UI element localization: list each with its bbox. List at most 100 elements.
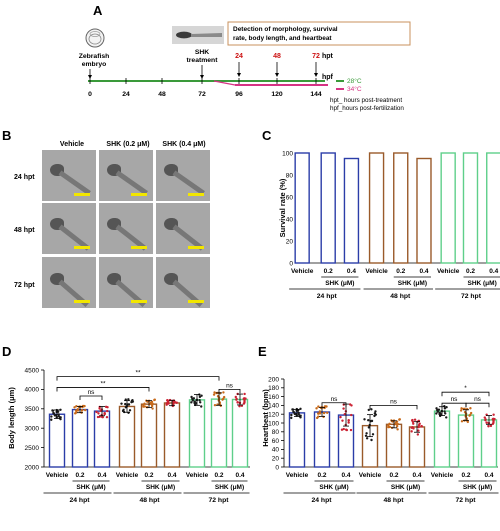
data-point	[167, 400, 170, 403]
data-point	[438, 412, 441, 416]
panel-a: A Zebrafish embryo SHK treatment Detecti…	[79, 3, 411, 112]
data-point	[341, 419, 344, 422]
data-point	[95, 410, 98, 414]
significance-bracket	[218, 389, 241, 394]
data-point	[347, 421, 350, 424]
data-point	[50, 415, 53, 418]
data-point	[365, 432, 368, 435]
significance-label: ns	[474, 396, 482, 403]
data-point	[370, 419, 374, 423]
data-point	[127, 398, 130, 401]
larva-micrograph	[156, 257, 210, 308]
y-tick-label: 4500	[25, 367, 40, 374]
data-point	[193, 401, 196, 404]
panel-b-row-48: 48 hpt	[14, 227, 35, 234]
significance-label: ns	[390, 398, 398, 405]
data-point	[347, 419, 350, 422]
data-point	[395, 425, 399, 428]
data-point	[394, 421, 398, 424]
data-point	[242, 397, 245, 401]
bar	[462, 152, 479, 264]
bar	[320, 152, 336, 264]
significance-label: ns	[451, 396, 459, 403]
scale-bar	[74, 193, 90, 196]
bar	[93, 410, 111, 468]
y-tick-label: 200	[268, 376, 279, 383]
x-tick-label: Vehicle	[365, 268, 388, 275]
x-tick-label: 0.4	[412, 472, 421, 479]
data-point	[435, 407, 438, 410]
data-point	[235, 397, 238, 401]
data-point	[291, 408, 294, 411]
larva-micrograph	[156, 203, 210, 254]
shk-label: SHK (μM)	[391, 484, 420, 491]
data-point	[105, 415, 109, 419]
data-point	[297, 413, 301, 416]
scale-bar	[188, 300, 204, 303]
hpt-unit-label: hpt	[322, 53, 334, 60]
data-point	[370, 408, 373, 411]
data-point	[485, 421, 488, 424]
y-tick-label: 80	[272, 429, 280, 436]
data-point	[173, 400, 176, 403]
hpt-arrowhead	[314, 73, 318, 77]
data-point	[54, 414, 57, 417]
hpt-arrowhead	[237, 73, 241, 77]
data-point	[484, 418, 487, 421]
significance-bracket	[321, 402, 347, 407]
data-point	[151, 403, 154, 406]
hpf-tick-label: 24	[122, 91, 130, 98]
bar	[393, 152, 409, 264]
data-point	[459, 409, 463, 412]
scale-bar	[74, 300, 90, 303]
data-point	[236, 401, 239, 404]
x-tick-label: Vehicle	[291, 268, 314, 275]
embryo-icon	[85, 28, 105, 48]
data-point	[318, 410, 322, 413]
treatment-label-line1: SHK	[195, 49, 209, 56]
data-point	[73, 406, 76, 409]
data-point	[445, 405, 448, 409]
data-point	[51, 409, 54, 412]
detection-box-line2: rate, body length, and heartbeat	[233, 35, 332, 42]
data-point	[200, 394, 203, 397]
group-label: 24 hpt	[311, 497, 332, 504]
data-point	[222, 397, 225, 401]
bar	[433, 410, 451, 468]
data-point	[315, 407, 318, 410]
significance-label: ns	[88, 389, 96, 396]
data-point	[106, 409, 109, 413]
significance-label: **	[100, 380, 106, 387]
data-point	[213, 391, 216, 394]
x-tick-label: 0.4	[419, 268, 428, 275]
data-point	[492, 421, 495, 425]
embryo-label-line1: Zebrafish	[79, 53, 110, 60]
y-tick-label: 160	[268, 394, 279, 401]
x-tick-label: 0.4	[167, 472, 176, 479]
data-point	[387, 425, 390, 429]
data-point	[122, 408, 125, 412]
x-tick-label: 0.2	[461, 472, 470, 479]
hpt-tick-label: 48	[273, 53, 281, 60]
hpt-tick-label: 24	[235, 53, 243, 60]
panel-c-ylabel: Survival rate (%)	[278, 178, 287, 237]
bar	[48, 413, 66, 468]
larva-image	[172, 26, 224, 44]
hpf-tick-label: 96	[235, 91, 243, 98]
data-point	[127, 403, 131, 406]
data-point	[212, 393, 216, 396]
x-tick-label: 0.4	[341, 472, 350, 479]
bar	[210, 398, 228, 468]
data-point	[317, 412, 320, 415]
bar	[231, 398, 249, 468]
data-point	[99, 409, 102, 412]
detection-box-line1: Detection of morphology, survival	[233, 26, 338, 33]
x-tick-label: Vehicle	[431, 472, 454, 479]
data-point	[290, 416, 293, 420]
x-tick-label: 0.2	[144, 472, 153, 479]
data-point	[410, 430, 413, 433]
data-point	[100, 415, 104, 419]
